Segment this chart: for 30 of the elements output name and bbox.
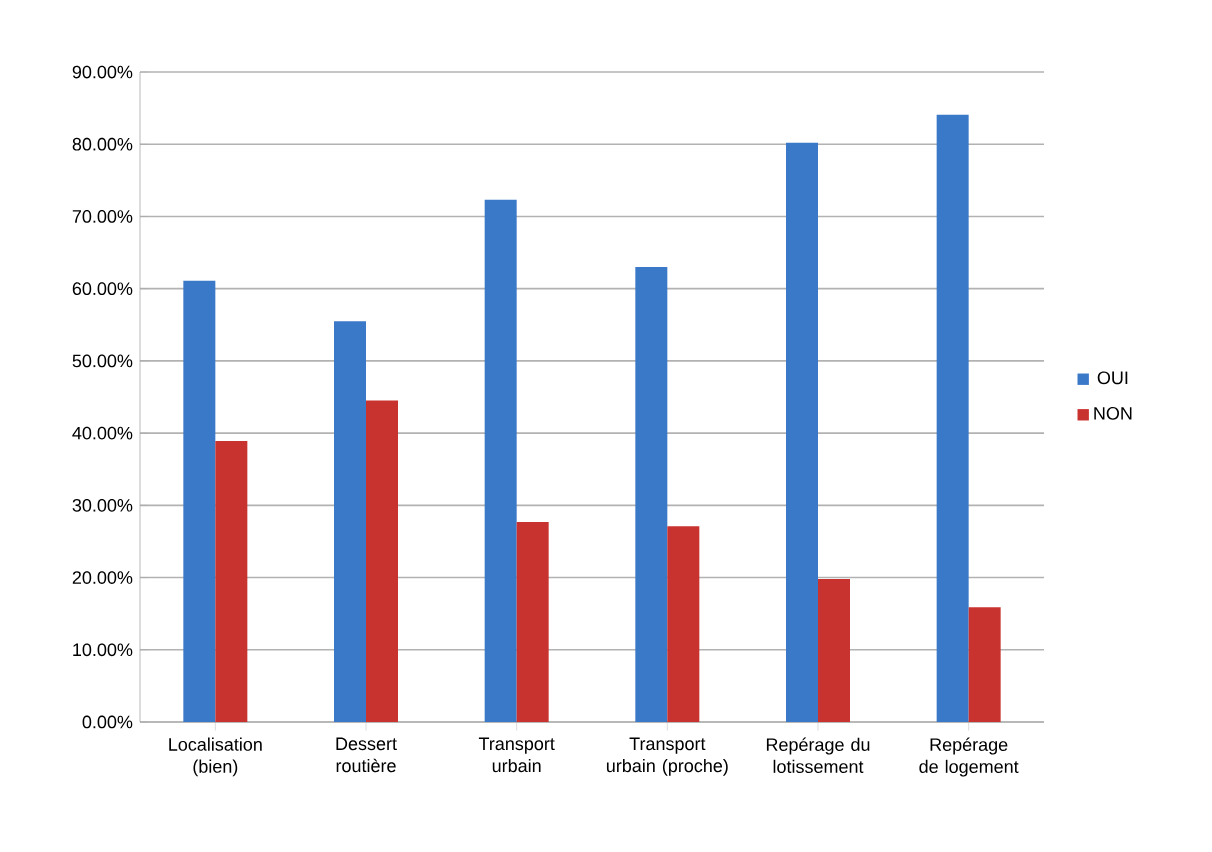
y-tick-label: 20.00%	[72, 571, 133, 584]
x-tick-label: Repérage du lotissement	[766, 737, 870, 774]
x-tick-label: Transport urbain (proche)	[606, 737, 728, 776]
y-tick-label: 50.00%	[72, 354, 133, 368]
bar	[968, 607, 1001, 722]
bar	[817, 578, 850, 722]
bar	[635, 267, 668, 722]
y-tick-label: 10.00%	[73, 643, 133, 657]
bar	[334, 321, 366, 722]
y-tick-label: 80.00%	[72, 137, 133, 151]
bar	[484, 199, 517, 722]
y-tick-label: 90.00%	[72, 65, 133, 79]
y-tick-label: 0.00%	[82, 715, 133, 729]
x-tick-label: Repérage de logement	[919, 737, 1019, 777]
bar	[215, 441, 248, 722]
y-tick-label: 60.00%	[72, 282, 133, 296]
bar	[667, 526, 700, 722]
legend-label: NON	[1094, 406, 1132, 420]
y-tick-label: 30.00%	[72, 498, 133, 512]
bar	[936, 114, 969, 722]
bar	[786, 142, 818, 722]
legend-label: OUI	[1097, 371, 1128, 385]
bar	[516, 521, 549, 722]
y-tick-label: 40.00%	[72, 426, 133, 440]
x-tick-label: Dessert routière	[336, 737, 397, 773]
x-tick-label: Transport urbain	[478, 737, 555, 773]
y-tick-label: 70.00%	[72, 210, 133, 223]
bar	[366, 400, 398, 722]
bar	[183, 280, 216, 722]
x-tick-label: Localisation (bien)	[169, 737, 262, 777]
